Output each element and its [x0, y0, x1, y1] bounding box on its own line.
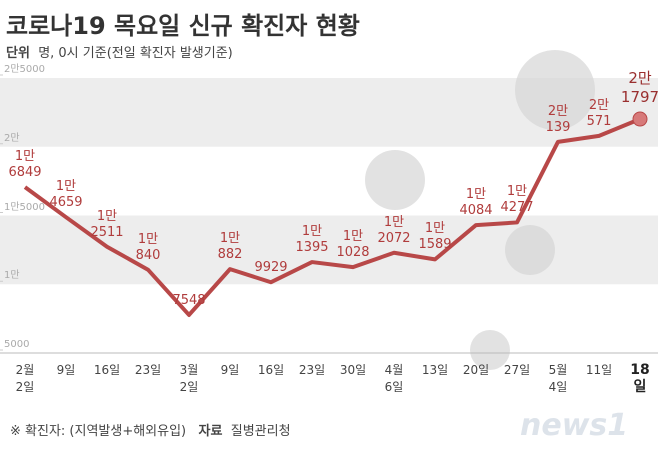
value-label: 2만 1797 [620, 69, 658, 107]
unit-label: 단위 [6, 46, 30, 61]
value-label: 2만 571 [586, 97, 612, 129]
value-label: 9929 [254, 260, 288, 276]
y-tick-label: 1만 [4, 270, 20, 282]
value-label: 1만 840 [135, 231, 161, 263]
value-label: 1만 2511 [90, 208, 124, 240]
y-tick-label: 2만 [4, 132, 20, 144]
x-tick-label: 23일 [298, 363, 326, 377]
title: 코로나19 목요일 신규 확진자 현황 [6, 12, 360, 40]
y-tick-label: 2만5000 [4, 64, 46, 75]
x-tick-label: 5월 4일 [548, 363, 568, 394]
subtitle: 명, 0시 기준(전일 확진자 발생기준) [38, 46, 233, 61]
subtitle-row: 단위 명, 0시 기준(전일 확진자 발생기준) [6, 42, 233, 61]
x-tick-label: 11일 [585, 363, 613, 377]
value-label: 1만 4277 [500, 184, 534, 216]
x-tick-label: 16일 [93, 363, 121, 377]
value-label: 1만 2072 [377, 214, 411, 246]
footer: ※ 확진자: (지역발생+해외유입) 자료 질병관리청 [10, 420, 291, 439]
x-tick-label: 16일 [257, 363, 285, 377]
value-label: 1만 882 [217, 231, 243, 263]
source: 질병관리청 [230, 424, 291, 439]
value-label: 1만 4084 [459, 187, 493, 219]
x-tick-label: 2월 2일 [15, 363, 35, 394]
x-tick-label: 20일 [462, 363, 490, 377]
x-tick-label: 9일 [56, 363, 76, 377]
x-tick-label: 30일 [339, 363, 367, 377]
x-tick-label: 9일 [220, 363, 240, 377]
value-label: 1만 1589 [418, 221, 452, 253]
value-label: 1만 1028 [336, 229, 370, 261]
value-label: 1만 6849 [8, 149, 42, 181]
virus-decoration [365, 50, 595, 370]
x-tick-label: 13일 [421, 363, 449, 377]
line [23, 117, 641, 317]
value-label: 7548 [172, 292, 206, 308]
x-tick-label: 18일 [630, 362, 650, 395]
x-tick-label: 23일 [134, 363, 162, 377]
source-label: 자료 [198, 424, 223, 439]
value-label: 1만 4659 [49, 179, 83, 211]
value-label: 1만 1395 [295, 224, 329, 256]
x-tick-label: 3월 2일 [179, 363, 199, 394]
x-tick-label: 27일 [503, 363, 531, 377]
point [632, 111, 648, 127]
y-tick-label: 1만5000 [4, 201, 46, 213]
y-tick-label: 5000 [4, 339, 30, 350]
logo: news1 [520, 408, 629, 443]
x-tick-label: 4월 6일 [384, 363, 404, 394]
value-label: 2만 139 [545, 103, 571, 135]
footnote: ※ 확진자: (지역발생+해외유입) [10, 424, 187, 439]
